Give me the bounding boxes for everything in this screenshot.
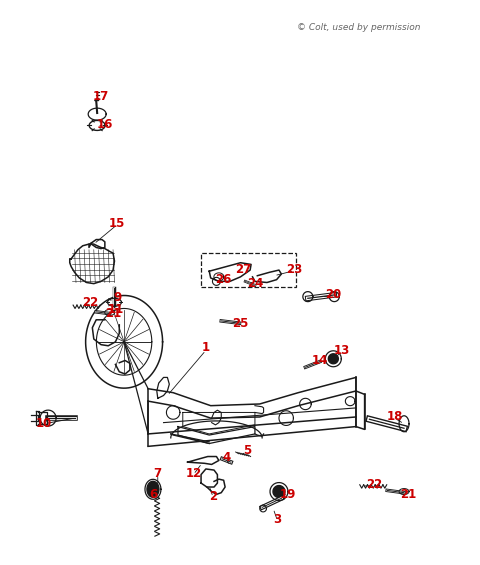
Text: 21: 21 xyxy=(105,307,121,320)
Text: 27: 27 xyxy=(234,263,251,276)
Polygon shape xyxy=(273,485,284,498)
Polygon shape xyxy=(147,481,158,497)
Text: 1: 1 xyxy=(202,341,209,354)
Text: 16: 16 xyxy=(96,118,113,131)
Text: 24: 24 xyxy=(246,277,263,290)
Text: 21: 21 xyxy=(399,488,415,501)
Text: 4: 4 xyxy=(221,451,230,464)
Text: 15: 15 xyxy=(108,216,125,230)
Text: 18: 18 xyxy=(385,410,402,424)
Text: 19: 19 xyxy=(279,488,295,502)
Text: 9: 9 xyxy=(113,291,122,305)
Text: 23: 23 xyxy=(286,263,302,276)
Text: 3: 3 xyxy=(273,513,281,527)
Text: 22: 22 xyxy=(82,295,98,309)
Text: 12: 12 xyxy=(185,467,201,480)
Text: 10: 10 xyxy=(36,417,52,431)
Text: 17: 17 xyxy=(93,89,109,103)
Text: 13: 13 xyxy=(333,344,349,357)
Text: 20: 20 xyxy=(324,288,341,302)
Text: 7: 7 xyxy=(154,467,161,480)
Text: 26: 26 xyxy=(215,273,231,286)
Text: 2: 2 xyxy=(209,489,216,503)
Text: 6: 6 xyxy=(148,488,157,501)
Text: © Colt, used by permission: © Colt, used by permission xyxy=(297,23,420,32)
Text: 5: 5 xyxy=(242,444,251,457)
Text: 22: 22 xyxy=(365,478,382,492)
Bar xyxy=(201,253,296,287)
Text: 25: 25 xyxy=(232,316,248,330)
Polygon shape xyxy=(328,354,337,364)
Text: 11: 11 xyxy=(107,303,123,316)
Text: 14: 14 xyxy=(311,354,327,367)
